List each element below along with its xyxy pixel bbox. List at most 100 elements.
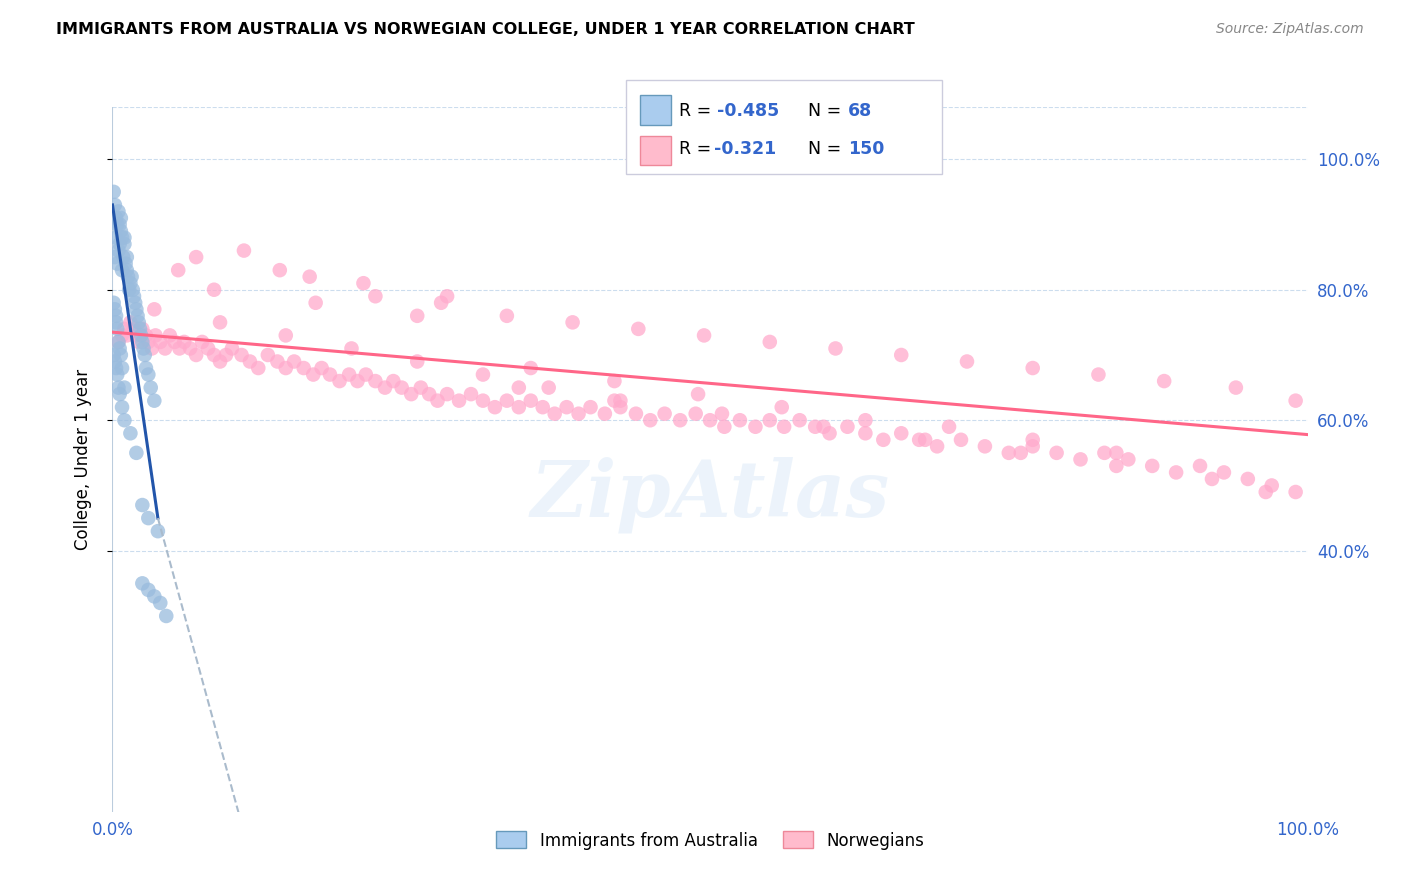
Point	[131, 322, 153, 336]
Point	[274, 361, 297, 376]
Point	[1166, 466, 1188, 480]
Point	[111, 361, 134, 376]
Point	[124, 295, 146, 310]
Point	[105, 218, 128, 232]
Point	[1285, 485, 1308, 500]
Point	[153, 342, 176, 356]
Point	[108, 237, 131, 252]
Point	[127, 309, 149, 323]
Point	[1094, 446, 1116, 460]
Point	[128, 334, 150, 349]
Point	[713, 419, 735, 434]
Point	[426, 393, 449, 408]
Point	[105, 230, 128, 244]
Point	[789, 413, 811, 427]
Point	[1153, 374, 1175, 388]
Point	[104, 354, 127, 368]
Point	[302, 368, 325, 382]
Point	[773, 419, 796, 434]
Point	[311, 361, 333, 376]
Point	[121, 283, 143, 297]
Point	[908, 433, 931, 447]
Point	[496, 309, 519, 323]
Point	[110, 224, 132, 238]
Point	[890, 426, 912, 441]
Point	[139, 381, 162, 395]
Point	[693, 328, 716, 343]
Point	[699, 413, 721, 427]
Point	[837, 419, 859, 434]
Point	[143, 590, 166, 604]
Point	[520, 361, 543, 376]
Point	[141, 342, 163, 356]
Point	[401, 387, 423, 401]
Point	[818, 426, 841, 441]
Text: IMMIGRANTS FROM AUSTRALIA VS NORWEGIAN COLLEGE, UNDER 1 YEAR CORRELATION CHART: IMMIGRANTS FROM AUSTRALIA VS NORWEGIAN C…	[56, 22, 915, 37]
Point	[186, 348, 208, 362]
Point	[1070, 452, 1092, 467]
Point	[1261, 478, 1284, 492]
Point	[114, 230, 135, 244]
Point	[197, 342, 219, 356]
Point	[508, 400, 530, 414]
Text: N =: N =	[808, 102, 848, 120]
Point	[135, 361, 157, 376]
Text: -0.485: -0.485	[717, 102, 779, 120]
Point	[120, 277, 142, 291]
Point	[1254, 485, 1277, 500]
Point	[128, 315, 150, 329]
Point	[129, 322, 152, 336]
Point	[938, 419, 960, 434]
Text: R =: R =	[679, 102, 717, 120]
Point	[129, 328, 152, 343]
Point	[305, 295, 328, 310]
Point	[167, 263, 190, 277]
Point	[418, 387, 440, 401]
Point	[436, 387, 458, 401]
Point	[956, 354, 979, 368]
Point	[1010, 446, 1032, 460]
Text: 68: 68	[848, 102, 872, 120]
Point	[537, 381, 560, 395]
Point	[145, 328, 167, 343]
Point	[624, 407, 647, 421]
Point	[1022, 361, 1045, 376]
Point	[337, 368, 360, 382]
Point	[179, 342, 201, 356]
Point	[669, 413, 692, 427]
Point	[104, 302, 127, 317]
Point	[138, 368, 160, 382]
Point	[685, 407, 707, 421]
Point	[1142, 458, 1164, 473]
Point	[770, 400, 793, 414]
Point	[105, 211, 128, 225]
Point	[508, 381, 530, 395]
Point	[759, 334, 782, 349]
Point	[202, 348, 225, 362]
Text: 150: 150	[848, 140, 884, 158]
Point	[1189, 458, 1212, 473]
Point	[406, 309, 429, 323]
Point	[352, 277, 374, 291]
Point	[114, 413, 135, 427]
Point	[520, 393, 543, 408]
Point	[609, 393, 631, 408]
Point	[169, 342, 191, 356]
Point	[173, 334, 195, 349]
Point	[209, 315, 232, 329]
Point	[121, 269, 143, 284]
Point	[759, 413, 782, 427]
Point	[209, 354, 232, 368]
Point	[728, 413, 751, 427]
Point	[107, 381, 129, 395]
Legend: Immigrants from Australia, Norwegians: Immigrants from Australia, Norwegians	[489, 825, 931, 856]
Point	[122, 289, 145, 303]
Point	[824, 342, 846, 356]
Point	[374, 381, 396, 395]
Point	[108, 387, 131, 401]
Point	[472, 368, 495, 382]
Point	[163, 334, 186, 349]
Point	[221, 342, 243, 356]
Point	[131, 334, 153, 349]
Point	[138, 511, 160, 525]
